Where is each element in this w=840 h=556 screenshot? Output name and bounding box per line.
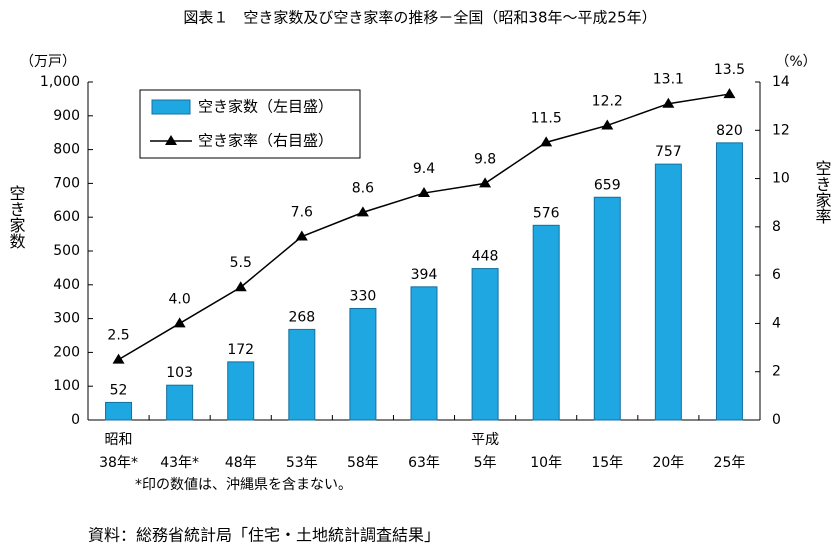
bar — [349, 307, 377, 421]
y2-tick-label: 2 — [772, 364, 781, 380]
line-marker — [601, 119, 614, 130]
y-axis-label: 空き家数 — [7, 185, 26, 249]
y2-tick-label: 14 — [772, 74, 790, 90]
line-value-label: 13.5 — [714, 62, 745, 78]
bar — [288, 328, 316, 421]
y2-axis-label: 空き家率 — [813, 160, 832, 224]
line-marker — [112, 353, 125, 364]
y2-tick-label: 10 — [772, 171, 790, 187]
bar-value-label: 448 — [472, 249, 499, 265]
y2-unit: （%） — [775, 54, 816, 70]
line-marker — [173, 317, 186, 328]
bar-value-label: 268 — [288, 309, 315, 325]
bar-value-label: 330 — [350, 288, 377, 304]
bar — [715, 142, 743, 421]
x-tick-label: 38年* — [99, 455, 138, 471]
legend-swatch — [151, 99, 191, 115]
footnote: *印の数値は、沖縄県を含まない。 — [135, 477, 352, 493]
bar-value-label: 103 — [166, 365, 193, 381]
bar — [654, 163, 682, 421]
bar-value-label: 576 — [533, 205, 560, 221]
x-tick-label: 53年 — [286, 455, 318, 471]
x-tick-label: 48年 — [225, 455, 257, 471]
line-marker — [295, 230, 308, 241]
bar-value-label: 757 — [655, 144, 682, 160]
y2-tick-label: 8 — [772, 219, 781, 235]
y-tick-label: 500 — [53, 243, 80, 259]
line-value-label: 9.8 — [474, 151, 496, 167]
x-tick-label: 10年 — [530, 455, 562, 471]
legend-label: 空き家数（左目盛） — [198, 98, 333, 116]
bar — [532, 224, 560, 421]
bar — [105, 401, 133, 421]
y2-tick-label: 4 — [772, 315, 781, 331]
line-marker — [418, 187, 430, 198]
y-tick-label: 900 — [53, 108, 80, 124]
x-group-label: 平成 — [471, 432, 499, 448]
x-tick-label: 43年* — [160, 455, 199, 471]
y2-tick-label: 6 — [772, 267, 781, 283]
chart-title: 図表１ 空き家数及び空き家率の推移－全国（昭和38年～平成25年） — [183, 9, 656, 27]
bar-value-label: 659 — [594, 177, 621, 193]
y-unit: （万戸） — [20, 54, 76, 70]
y2-tick-label: 0 — [772, 412, 781, 428]
line-marker — [479, 177, 492, 188]
y-tick-label: 400 — [53, 277, 80, 293]
bar — [471, 268, 499, 421]
x-tick-label: 20年 — [652, 455, 684, 471]
bar — [166, 384, 194, 421]
bar-value-label: 172 — [227, 342, 254, 358]
y-tick-label: 300 — [53, 311, 80, 327]
legend-label: 空き家率（右目盛） — [198, 132, 333, 150]
y-tick-label: 1,000 — [40, 74, 80, 90]
line-value-label: 5.5 — [230, 255, 252, 271]
bar-value-label: 394 — [411, 267, 438, 283]
x-tick-label: 25年 — [714, 455, 746, 471]
x-tick-label: 5年 — [474, 455, 497, 471]
line-value-label: 2.5 — [107, 328, 129, 344]
y-tick-label: 700 — [53, 175, 80, 191]
y-tick-label: 800 — [53, 142, 80, 158]
y2-tick-label: 12 — [772, 122, 790, 138]
y-tick-label: 0 — [71, 412, 80, 428]
line-value-label: 9.4 — [413, 161, 435, 177]
line-marker — [540, 136, 553, 147]
line-value-label: 7.6 — [291, 205, 313, 221]
legend-marker — [165, 135, 177, 145]
line-marker — [234, 281, 247, 292]
x-tick-label: 15年 — [591, 455, 623, 471]
bar-value-label: 820 — [716, 123, 743, 139]
x-tick-label: 58年 — [347, 455, 379, 471]
x-group-label: 昭和 — [105, 432, 133, 448]
y-tick-label: 600 — [53, 209, 80, 225]
source: 資料：総務省統計局「住宅・土地統計調査結果」 — [88, 526, 440, 545]
line-value-label: 4.0 — [169, 291, 191, 307]
bar-value-label: 52 — [110, 382, 128, 398]
line-marker — [356, 206, 369, 217]
bar — [410, 286, 438, 421]
y-tick-label: 200 — [53, 344, 80, 360]
line-value-label: 11.5 — [531, 110, 562, 126]
line-value-label: 8.6 — [352, 180, 374, 196]
x-tick-label: 63年 — [408, 455, 440, 471]
bar — [593, 196, 621, 421]
line-value-label: 13.1 — [653, 72, 684, 88]
bar — [227, 361, 255, 421]
line-value-label: 12.2 — [592, 93, 623, 109]
line-marker — [662, 97, 675, 108]
y-tick-label: 100 — [53, 378, 80, 394]
line-marker — [723, 88, 736, 99]
